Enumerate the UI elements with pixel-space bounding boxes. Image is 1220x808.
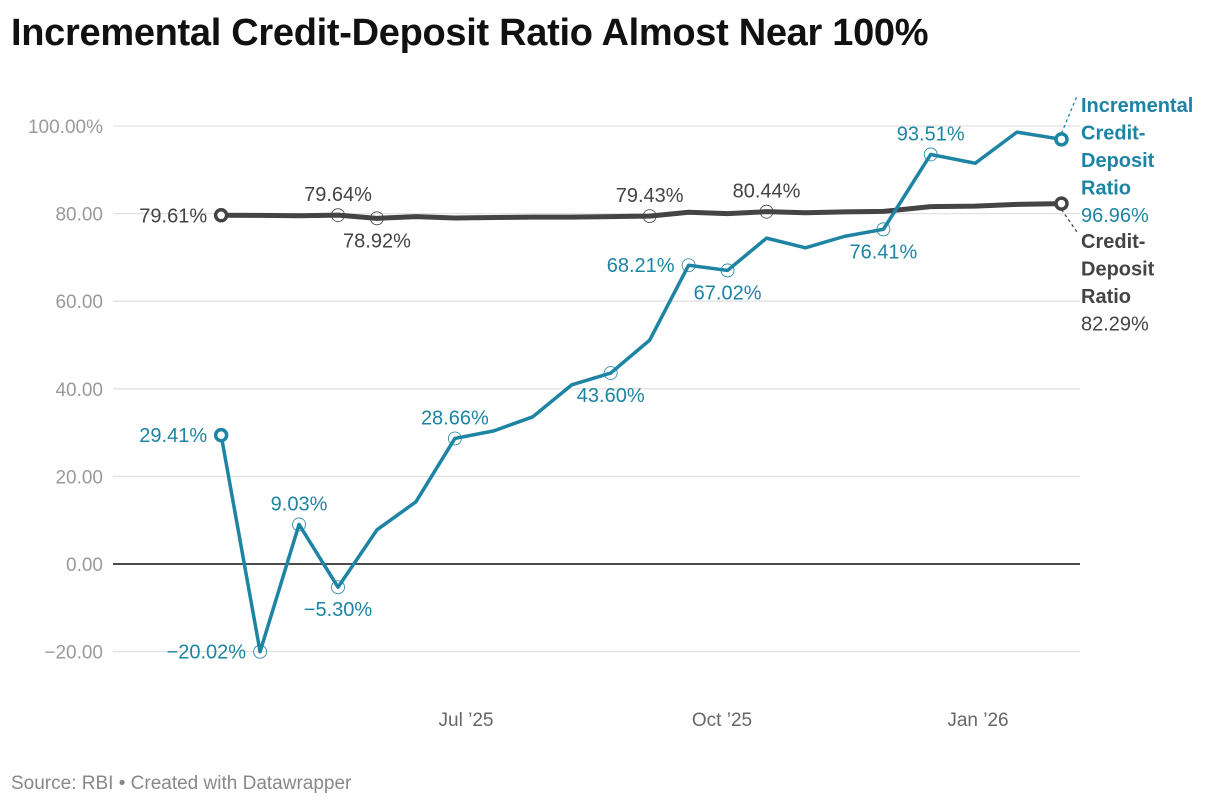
series-name-label: Incremental	[1081, 95, 1193, 117]
data-label: 67.02%	[694, 282, 762, 304]
series-name-label: Ratio	[1081, 178, 1131, 200]
label-marker	[876, 222, 891, 237]
data-label: 80.44%	[733, 181, 801, 203]
chart-title: Incremental Credit-Deposit Ratio Almost …	[11, 12, 929, 54]
data-labels: 79.61% 79.64% 78.92% 79.43% 80.44% 29.41% −20.…	[139, 123, 965, 663]
label-marker	[759, 204, 774, 219]
label-marker	[292, 517, 306, 532]
series-name-label: Credit-	[1081, 123, 1145, 145]
data-label: 9.03%	[271, 493, 328, 515]
label-marker	[331, 580, 345, 595]
start-marker	[213, 208, 229, 223]
y-tick-label: 20.00	[55, 467, 103, 488]
data-label: 76.41%	[849, 241, 917, 263]
y-tick-label: 40.00	[55, 380, 103, 401]
series-end-value: 96.96%	[1081, 205, 1149, 227]
data-label: 79.64%	[304, 184, 372, 206]
label-marker	[720, 263, 735, 278]
x-tick-label: Jul ’25	[439, 710, 494, 731]
series-line-credit-deposit	[218, 201, 1064, 221]
source-text: Source: RBI	[11, 773, 114, 794]
data-label: 29.41%	[139, 425, 207, 447]
leader-line	[1060, 95, 1078, 134]
footer: Source: RBI • Created with Datawrapper	[11, 773, 351, 795]
y-tick-label: 60.00	[55, 292, 103, 313]
series-name-label: Deposit	[1081, 150, 1155, 172]
y-tick-label: 0.00	[66, 555, 103, 576]
data-label: 93.51%	[897, 123, 965, 145]
label-marker	[331, 208, 345, 223]
y-tick-label: 80.00	[55, 205, 103, 226]
leader-line	[1060, 209, 1078, 233]
label-marker	[603, 366, 618, 380]
label-marker	[447, 431, 462, 446]
end-marker	[1054, 132, 1069, 147]
series-end-value: 82.29%	[1081, 314, 1149, 336]
end-marker	[1054, 196, 1069, 211]
separator: •	[118, 773, 126, 794]
y-tick-label: −20.00	[44, 643, 103, 664]
start-marker	[213, 427, 229, 443]
x-tick-label: Jan ’26	[947, 710, 1008, 731]
data-label: 68.21%	[607, 255, 675, 277]
label-marker	[370, 211, 384, 226]
data-label: 43.60%	[577, 385, 645, 407]
series-end-labels: Incremental Credit- Deposit Ratio 96.96% Cred…	[1060, 95, 1193, 336]
y-tick-label: 100.00%	[28, 117, 103, 138]
label-marker	[923, 147, 938, 162]
data-label: −5.30%	[304, 599, 373, 621]
label-marker	[642, 209, 657, 223]
data-label: 28.66%	[421, 407, 489, 429]
data-label: −20.02%	[167, 642, 247, 664]
x-axis: Jul ’25 Oct ’25 Jan ’26	[439, 710, 1009, 731]
series-name-label: Ratio	[1081, 286, 1131, 308]
label-marker	[681, 258, 696, 273]
series-name-label: Deposit	[1081, 259, 1155, 281]
data-label: 79.61%	[139, 205, 207, 227]
x-tick-label: Oct ’25	[692, 710, 752, 731]
label-marker	[253, 644, 267, 659]
series-lines	[213, 130, 1069, 654]
series-line-incremental	[219, 130, 1064, 654]
series-name-label: Credit-	[1081, 231, 1145, 253]
y-axis: 100.00% 80.00 60.00 40.00 20.00 0.00 −20.00	[28, 117, 103, 664]
data-label: 79.43%	[616, 185, 684, 207]
credit-link[interactable]: Created with Datawrapper	[130, 773, 352, 794]
data-label: 78.92%	[343, 230, 411, 252]
